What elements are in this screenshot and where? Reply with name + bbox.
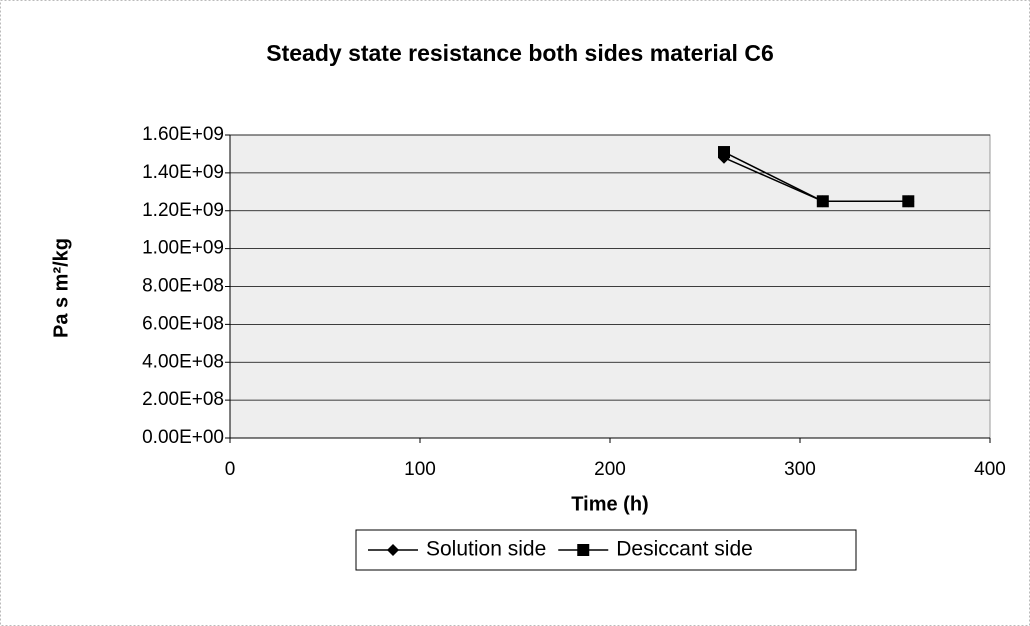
x-tick-label: 200 [594,459,626,480]
x-tick-label: 0 [225,459,236,480]
x-axis-title: Time (h) [571,493,648,515]
data-point [718,146,730,159]
y-axis-title: Pa s m²/kg [50,238,72,338]
y-tick-label: 1.20E+09 [142,200,224,221]
y-tick-label: 2.00E+08 [142,389,224,410]
x-tick-label: 400 [974,459,1006,480]
y-tick-label: 1.40E+09 [142,162,224,183]
y-tick-label: 4.00E+08 [142,351,224,372]
legend-label: Solution side [426,538,546,561]
chart-title: Steady state resistance both sides mater… [266,40,774,66]
data-point [902,195,915,208]
data-point [816,195,829,208]
y-tick-label: 1.00E+09 [142,238,224,259]
x-tick-label: 300 [784,459,816,480]
legend-marker [387,544,399,556]
legend-label: Desiccant side [616,538,753,561]
y-tick-label: 0.00E+00 [142,427,224,448]
y-tick-label: 8.00E+08 [142,276,224,297]
y-tick-label: 6.00E+08 [142,313,224,334]
y-tick-label: 1.60E+09 [142,124,224,145]
x-tick-label: 100 [404,459,436,480]
legend-marker [577,544,590,556]
